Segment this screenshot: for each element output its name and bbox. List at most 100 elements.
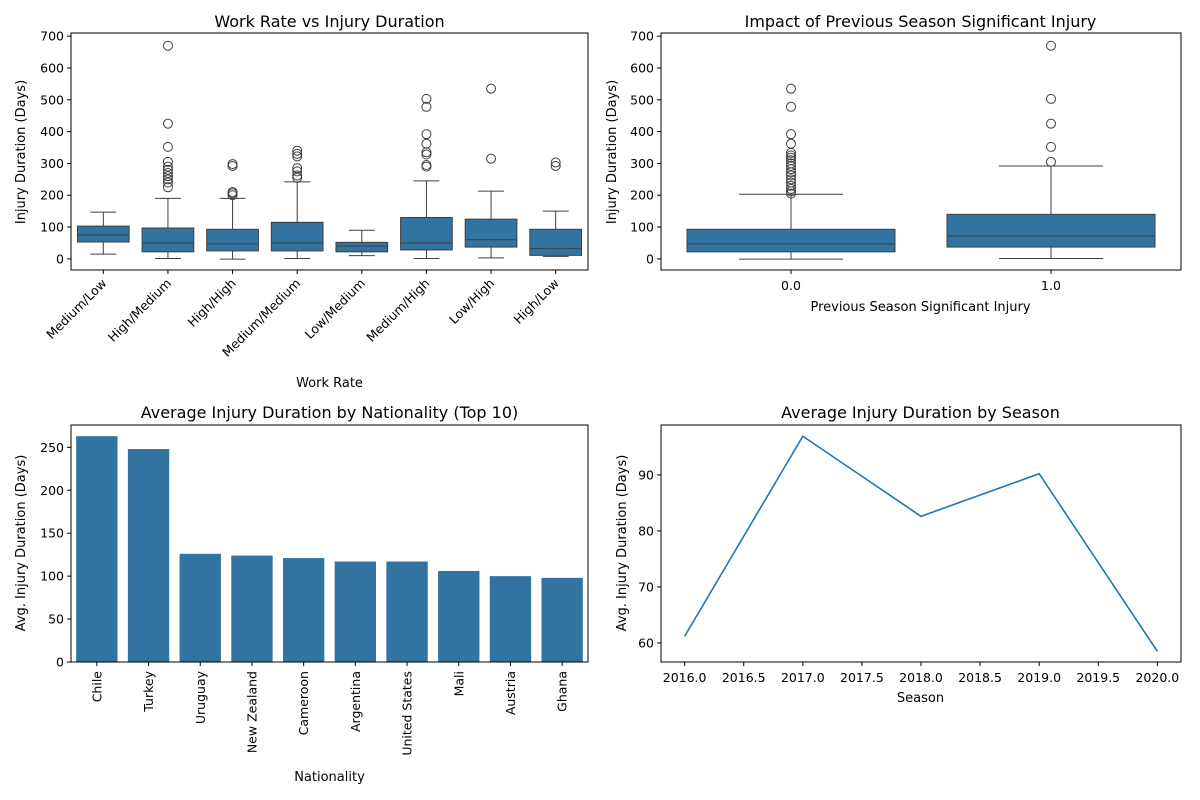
x-tick-label: 2016.5 [722, 670, 766, 685]
x-tick-label: Uruguay [193, 670, 208, 724]
box-high-medium [141, 40, 195, 260]
x-tick-label: Turkey [141, 670, 156, 712]
x-tick-label: Austria [503, 671, 518, 715]
y-tick-label: 200 [40, 188, 64, 203]
x-tick-label: Mali [451, 671, 466, 696]
x-axis-label: Nationality [294, 770, 365, 785]
outlier-point [162, 171, 173, 182]
bar-marks [76, 436, 583, 662]
outlier-point [292, 148, 303, 159]
outlier-point [1046, 118, 1056, 129]
y-axis-label: Injury Duration (Days) [605, 80, 620, 224]
outlier-point [786, 170, 796, 181]
outlier-point [486, 83, 497, 94]
chart-title: Average Injury Duration by Season [781, 403, 1060, 422]
outlier-point [421, 101, 432, 112]
outlier-point [292, 145, 303, 156]
bar-argentina [334, 561, 377, 662]
bar-cameroon [282, 558, 325, 662]
panel-nationality: Average Injury Duration by Nationality (… [14, 403, 589, 785]
y-axis-label: Avg. Injury Duration (Days) [615, 455, 630, 632]
x-axis-label: Season [897, 691, 944, 706]
x-tick-label: Low/Medium [302, 276, 368, 342]
y-tick-label: 150 [40, 526, 64, 541]
y-tick-label: 250 [40, 440, 64, 455]
outlier-point [162, 182, 173, 193]
box-iqr [686, 228, 896, 253]
outlier-point [292, 172, 303, 183]
box-low-high [464, 83, 518, 259]
outlier-point [786, 101, 796, 112]
plot-frame [70, 32, 589, 271]
box-iqr [464, 218, 518, 248]
outlier-point [421, 160, 432, 171]
box-iqr [400, 217, 453, 251]
outlier-point [550, 157, 561, 168]
outlier-point [786, 183, 796, 194]
outlier-point [786, 129, 796, 140]
outlier-point [227, 160, 238, 171]
chart-title: Work Rate vs Injury Duration [214, 12, 444, 31]
box-iqr [76, 225, 130, 243]
y-ticks: 0 100 200 300 400 500 600 700 [40, 29, 71, 266]
outlier-point [421, 93, 432, 104]
outlier-point [1046, 156, 1056, 167]
x-tick-label: 2019.5 [1076, 670, 1120, 685]
outlier-point [786, 83, 796, 94]
outlier-point [227, 187, 238, 198]
chart-title: Average Injury Duration by Nationality (… [141, 403, 519, 422]
outlier-point [786, 188, 796, 199]
box-0-0 [686, 83, 896, 260]
y-tick-label: 700 [630, 29, 654, 44]
x-ticks: Chile Turkey Uruguay New Zealand Cameroon Arg… [89, 662, 570, 756]
outlier-point [486, 153, 497, 164]
outlier-point [550, 160, 561, 171]
outlier-point [292, 166, 303, 177]
outlier-point [786, 158, 796, 169]
series-line [683, 435, 1159, 652]
box-iqr [946, 213, 1156, 248]
box-marks [76, 40, 583, 260]
y-tick-label: 50 [48, 612, 64, 627]
outlier-point [162, 156, 173, 167]
outlier-point [421, 129, 432, 140]
outlier-point [786, 138, 796, 149]
box-marks [686, 40, 1156, 260]
x-tick-label: 2018.0 [899, 670, 943, 685]
outlier-point [162, 164, 173, 175]
box-iqr [141, 227, 195, 253]
y-tick-label: 90 [638, 467, 654, 482]
y-tick-label: 100 [630, 220, 654, 235]
outlier-point [786, 177, 796, 188]
outlier-point [421, 149, 432, 160]
x-tick-label: High/Medium [105, 276, 174, 345]
box-high-high [206, 159, 259, 260]
box-1-0 [946, 40, 1156, 260]
bar-turkey [127, 449, 170, 662]
outlier-point [1046, 141, 1056, 152]
y-ticks: 0 100 200 300 400 500 600 700 [630, 29, 661, 266]
y-tick-label: 400 [630, 124, 654, 139]
y-tick-label: 700 [40, 29, 64, 44]
box-low-medium [335, 229, 389, 257]
y-tick-label: 100 [40, 220, 64, 235]
y-tick-label: 600 [40, 60, 64, 75]
box-medium-high [400, 93, 453, 260]
bar-ghana [541, 577, 583, 662]
bar-uruguay [179, 553, 221, 662]
bar-austria [489, 576, 532, 662]
panel-workrate: Work Rate vs Injury Duration 0 100 200 300 4… [14, 12, 589, 391]
box-iqr [529, 228, 583, 256]
x-tick-label: Medium/High [363, 276, 432, 345]
outlier-point [1046, 93, 1056, 104]
y-tick-label: 400 [40, 124, 64, 139]
y-tick-label: 100 [40, 569, 64, 584]
outlier-point [292, 170, 303, 181]
y-axis-label: Avg. Injury Duration (Days) [14, 455, 29, 632]
line-marks [683, 435, 1159, 652]
outlier-point [421, 147, 432, 158]
y-tick-label: 60 [638, 635, 654, 650]
plot-frame [660, 32, 1182, 271]
outlier-point [786, 150, 796, 161]
